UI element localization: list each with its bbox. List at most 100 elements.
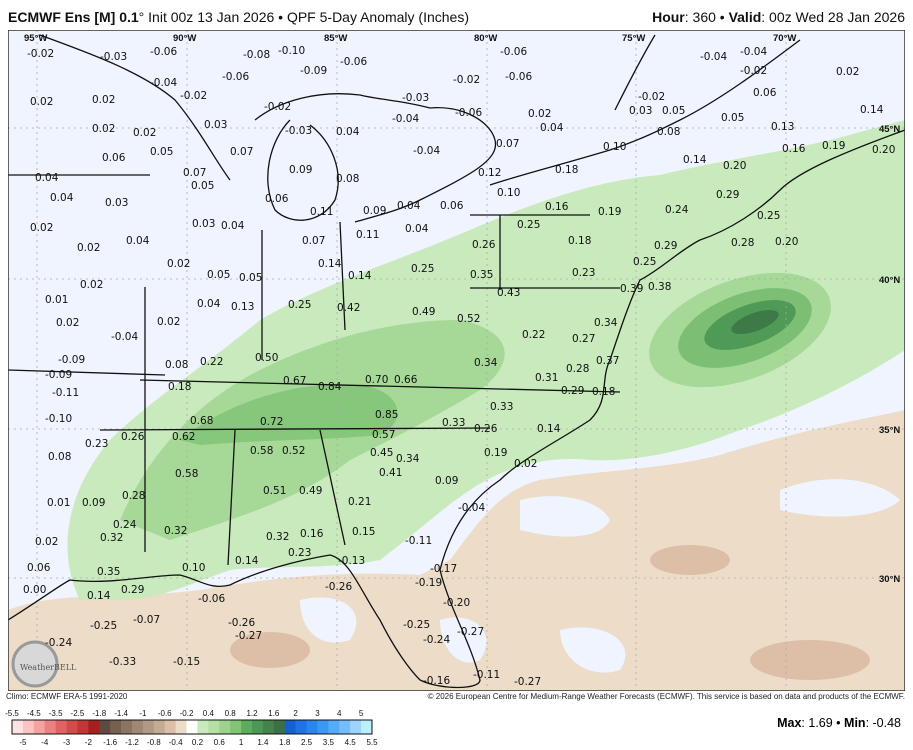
value-label: 0.22 [522,329,545,341]
value-label: 0.02 [167,258,190,270]
colorbar-tick-label: -4 [41,738,49,747]
value-label: 0.02 [92,123,115,135]
value-label: 0.32 [100,532,123,544]
brown-anomaly-patch [750,640,870,680]
value-label: 0.19 [598,206,621,218]
value-label: -0.02 [638,91,665,103]
valid-value: : 00z Wed 28 Jan 2026 [761,9,905,25]
value-label: -0.04 [392,113,419,125]
colorbar-bin [175,720,187,734]
anomaly-map: 95°W 90°W 85°W 80°W 75°W 70°W 45°N 40°N … [8,30,905,691]
value-label: 0.38 [648,281,671,293]
value-label: 0.18 [168,381,191,393]
lon-label: 70°W [773,33,796,44]
colorbar-bin [306,720,318,734]
value-label: 0.14 [348,270,372,282]
value-labels: -0.02 -0.03 -0.06 -0.04 -0.08 -0.06 -0.10 -0.09… [23,45,895,688]
colorbar-bin [142,720,155,734]
colorbar-bin [164,720,176,734]
value-label: 0.12 [478,167,501,179]
value-label: 0.04 [197,298,221,310]
value-label: 0.07 [496,138,519,150]
value-label: -0.10 [278,45,305,57]
value-label: -0.11 [52,387,79,399]
colorbar-tick-label: -5.5 [5,709,19,718]
value-label: 0.02 [30,96,53,108]
value-label: 0.32 [266,531,289,543]
value-label: -0.08 [243,49,270,61]
value-label: 0.06 [440,200,464,212]
lat-label: 40°N [879,275,900,286]
value-label: -0.04 [150,77,177,89]
colorbar-tick-label: 1.8 [279,738,291,747]
value-label: 0.68 [190,415,213,427]
value-label: 0.35 [470,269,493,281]
value-label: -0.06 [340,56,367,68]
value-label: 0.10 [182,562,205,574]
value-label: 0.14 [683,154,707,166]
value-label: 0.05 [721,112,744,124]
value-label: -0.24 [45,637,72,649]
value-label: -0.26 [325,581,352,593]
value-label: 0.03 [192,218,215,230]
value-label: 0.28 [122,490,145,502]
value-label: -0.06 [150,46,177,58]
value-label: 0.06 [265,193,289,205]
value-label: -0.11 [405,535,432,547]
value-label: -0.02 [453,74,480,86]
value-label: 0.02 [528,108,551,120]
value-label: 0.02 [56,317,79,329]
colorbar-bin [197,720,209,734]
value-label: 0.34 [474,357,498,369]
value-label: -0.03 [100,51,127,63]
value-label: 0.23 [572,267,595,279]
value-label: 0.06 [753,87,777,99]
value-label: 0.25 [411,263,434,275]
value-label: 0.31 [535,372,558,384]
colorbar-bin [55,720,67,734]
value-label: 0.02 [836,66,859,78]
max-label: Max [777,716,802,730]
value-label: 0.21 [348,496,371,508]
value-label: 0.02 [77,242,100,254]
colorbar-tick-label: 4 [337,709,342,718]
value-label: 0.49 [412,306,435,318]
colorbar-tick-label: 5 [359,709,364,718]
value-label: 0.08 [165,359,188,371]
value-label: 0.19 [822,140,845,152]
value-label: 0.04 [336,126,360,138]
value-label: -0.15 [173,656,200,668]
lon-label: 95°W [24,33,47,44]
value-label: 0.62 [172,431,195,443]
hour-value: : 360 • [684,9,729,25]
value-label: 0.20 [723,160,746,172]
value-label: 0.28 [566,363,589,375]
value-label: -0.02 [264,101,291,113]
value-label: 0.49 [299,485,322,497]
colorbar-bin [77,720,89,734]
value-label: 0.14 [537,423,561,435]
lon-label: 85°W [324,33,347,44]
value-label: -0.09 [45,369,72,381]
value-label: 0.18 [555,164,578,176]
colorbar-tick-label: 0.8 [225,709,237,718]
value-label: 0.34 [396,453,420,465]
colorbar-bin [22,720,35,734]
lon-label: 80°W [474,33,497,44]
value-label: 0.14 [318,258,342,270]
colorbar-bin [208,720,220,734]
colorbar-tick-label: 0.2 [192,738,204,747]
value-label: 0.26 [121,431,145,443]
value-label: 0.02 [92,94,115,106]
colorbar-bin [219,720,231,734]
value-label: 0.27 [572,333,595,345]
value-label: 0.02 [514,458,537,470]
colorbar-tick-label: 0.4 [203,709,215,718]
colorbar-tick-label: -1.8 [92,709,106,718]
ocean-wet-anomaly-max [731,309,779,335]
colorbar-bin [12,720,24,734]
value-label: 0.14 [87,590,111,602]
value-label: 0.02 [133,127,156,139]
value-label: 0.16 [782,143,806,155]
value-label: -0.11 [473,669,500,681]
